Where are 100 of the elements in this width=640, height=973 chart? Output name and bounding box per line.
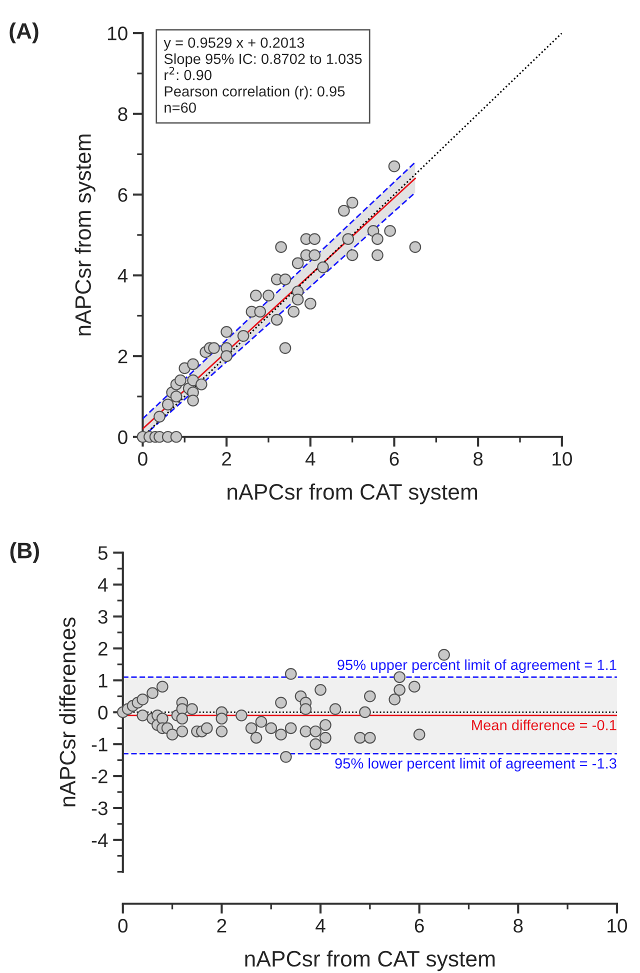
point	[364, 690, 376, 702]
point	[270, 314, 283, 326]
point	[250, 290, 262, 302]
x-tick-label: 4	[305, 452, 316, 466]
point	[262, 290, 274, 302]
point	[438, 648, 450, 661]
point	[170, 430, 182, 443]
point	[388, 160, 400, 172]
point	[154, 410, 166, 423]
point	[310, 738, 322, 750]
x-axis-title: nAPCsr from CAT system	[228, 484, 478, 504]
y-tick-label: -2	[92, 770, 108, 784]
y-tick-label: 0	[118, 430, 128, 444]
y-axis-title: nAPCsr from system	[74, 134, 96, 336]
point	[280, 750, 292, 763]
x-tick-label: 6	[390, 452, 399, 466]
point	[304, 298, 316, 310]
x-tick-label: 0	[138, 452, 148, 466]
point	[176, 712, 188, 725]
annotation: r$^{2}$: 0.90	[164, 66, 212, 80]
point	[342, 233, 354, 245]
point	[236, 709, 248, 722]
y-tick-label: 3	[98, 610, 108, 624]
x-tick-label: 4	[316, 919, 326, 932]
point	[170, 390, 182, 402]
point	[237, 330, 250, 342]
point	[187, 394, 199, 406]
point	[364, 732, 376, 744]
point	[346, 249, 358, 262]
point	[195, 378, 208, 390]
point	[354, 732, 366, 744]
point	[208, 342, 220, 354]
point	[329, 703, 342, 715]
annotation: Pearson correlation (r): 0.95	[164, 86, 345, 100]
point	[300, 725, 312, 738]
x-axis-title: nAPCsr from CAT system	[245, 950, 495, 972]
y-tick-label: 10	[108, 26, 128, 40]
annotation: y = 0.9529 x + 0.2013	[164, 38, 304, 51]
ref-line-label: 95% lower percent limit of agreement = -1.3	[335, 758, 616, 772]
point	[279, 342, 292, 354]
point	[216, 725, 228, 738]
y-tick-label: 4	[118, 269, 128, 282]
y-tick-label: 1	[98, 674, 108, 688]
point	[300, 703, 312, 715]
point	[156, 712, 168, 725]
point	[308, 249, 321, 262]
point	[265, 722, 278, 734]
point	[186, 703, 198, 715]
point	[255, 716, 268, 728]
point	[314, 684, 326, 696]
ref-line-label: Mean difference = -0.1	[472, 720, 616, 730]
ref-line-label: 95% upper percent limit of agreement = 1.1	[338, 659, 616, 673]
point	[292, 257, 304, 270]
point	[176, 725, 188, 738]
x-tick-label: 8	[514, 918, 523, 933]
y-tick-label: 4	[98, 578, 108, 592]
point	[413, 728, 426, 741]
point	[308, 233, 321, 245]
point	[220, 326, 232, 338]
y-tick-label: -1	[92, 738, 108, 752]
chart-title: (B)	[10, 542, 39, 563]
point	[284, 668, 297, 680]
point	[220, 350, 232, 362]
point	[216, 712, 228, 725]
point	[187, 358, 199, 370]
point	[409, 241, 422, 254]
point	[200, 722, 213, 734]
point	[394, 684, 406, 696]
point	[162, 398, 174, 411]
chart-title: (A)	[10, 22, 38, 44]
point	[372, 249, 384, 262]
annotation: n=60	[164, 102, 196, 113]
y-tick-label: 5	[98, 546, 108, 560]
point	[166, 728, 178, 741]
point	[275, 241, 287, 254]
point	[275, 728, 287, 741]
point	[279, 273, 292, 286]
point	[372, 233, 384, 245]
y-tick-label: -4	[92, 834, 108, 847]
point	[250, 732, 262, 744]
point	[292, 294, 304, 306]
point	[174, 374, 186, 386]
point	[338, 204, 350, 217]
point	[136, 694, 149, 706]
point	[136, 709, 149, 722]
point	[408, 680, 420, 693]
point	[288, 306, 300, 318]
x-tick-label: 10	[552, 452, 572, 466]
x-tick-label: 10	[608, 918, 628, 933]
point	[245, 722, 258, 734]
x-tick-label: 6	[414, 918, 424, 933]
point	[384, 225, 396, 237]
x-tick-label: 2	[217, 918, 226, 932]
y-tick-label: 6	[118, 188, 128, 202]
point	[254, 306, 266, 318]
point	[156, 680, 168, 693]
point	[320, 732, 332, 744]
y-tick-label: 2	[118, 350, 128, 364]
x-tick-label: 8	[474, 452, 483, 466]
point	[346, 196, 358, 209]
